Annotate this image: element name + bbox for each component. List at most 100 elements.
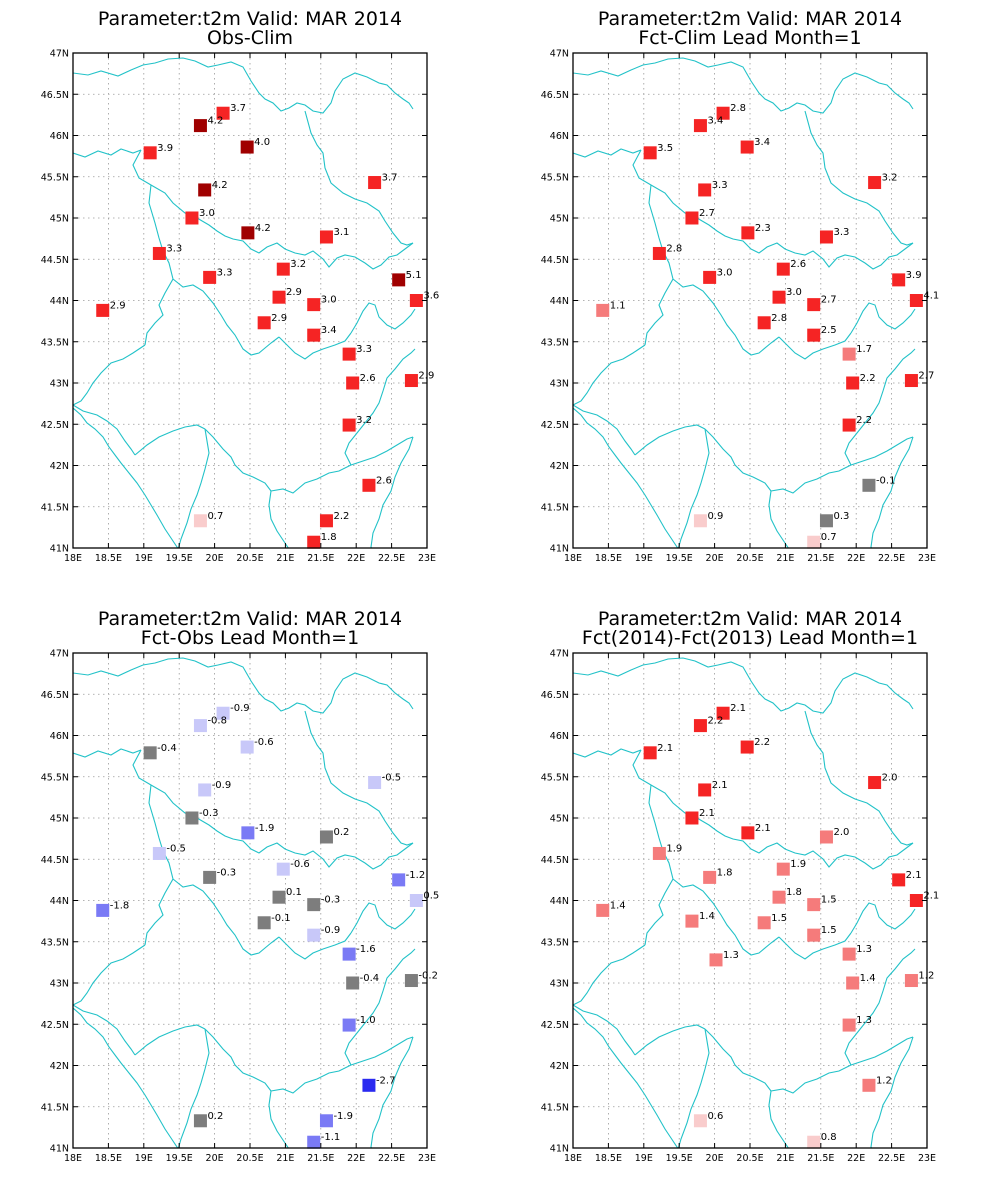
station-marker bbox=[319, 514, 333, 528]
station-marker bbox=[904, 974, 918, 988]
lat-tick-label: 44N bbox=[550, 296, 569, 307]
lat-tick-label: 46.5N bbox=[541, 90, 569, 101]
station-marker bbox=[703, 270, 717, 284]
lat-tick-label: 44.5N bbox=[541, 255, 569, 266]
lon-tick-label: 21.5E bbox=[807, 553, 834, 564]
lat-tick-label: 43N bbox=[50, 979, 69, 990]
station-marker bbox=[152, 846, 166, 860]
station-marker bbox=[342, 418, 356, 432]
station-marker bbox=[276, 862, 290, 876]
station-value-label: 3.0 bbox=[199, 208, 215, 219]
station-marker bbox=[319, 830, 333, 844]
lat-tick-label: 41N bbox=[50, 544, 69, 555]
station-value-label: 3.0 bbox=[717, 267, 733, 278]
axis-ticks: 18E 18.5E 19E 19.5E 20E 20.5E 21E 21.5E 22E 22.5E… bbox=[541, 649, 936, 1165]
border-lines bbox=[573, 657, 916, 1148]
lat-tick-label: 47N bbox=[50, 49, 69, 60]
station-marker bbox=[362, 478, 376, 492]
station-marker bbox=[757, 316, 771, 330]
station-value-label: 3.0 bbox=[786, 287, 802, 298]
stations: 2.12.22.22.12.02.12.12.1 2.01.91.91.8 2.11… bbox=[596, 703, 939, 1149]
station-value-label: 1.4 bbox=[860, 973, 876, 984]
station-marker bbox=[596, 303, 610, 317]
station-value-label: 0.3 bbox=[833, 511, 849, 522]
station-marker bbox=[307, 928, 321, 942]
station-value-label: -0.9 bbox=[230, 703, 250, 714]
lon-tick-label: 20.5E bbox=[236, 553, 263, 564]
station-value-label: -0.5 bbox=[166, 843, 186, 854]
station-value-label: 3.5 bbox=[657, 143, 673, 154]
station-value-label: 1.1 bbox=[610, 300, 626, 311]
station-value-label: 0.8 bbox=[821, 1132, 837, 1143]
grid-lines bbox=[73, 53, 427, 548]
lon-tick-label: 22E bbox=[847, 1153, 865, 1164]
station-value-label: -1.2 bbox=[406, 870, 426, 881]
lat-tick-label: 44.5N bbox=[541, 855, 569, 866]
station-marker bbox=[346, 376, 360, 390]
station-value-label: 2.3 bbox=[755, 223, 771, 234]
station-value-label: 3.2 bbox=[356, 415, 372, 426]
panel-title-line2: Fct-Obs Lead Month=1 bbox=[141, 627, 359, 649]
station-marker bbox=[342, 347, 356, 361]
station-marker bbox=[346, 976, 360, 990]
station-marker bbox=[909, 294, 923, 307]
station-marker bbox=[143, 146, 157, 160]
station-marker bbox=[319, 1114, 333, 1128]
lat-tick-label: 43N bbox=[550, 379, 569, 390]
lon-tick-label: 22E bbox=[347, 553, 365, 564]
lat-tick-label: 41.5N bbox=[541, 502, 569, 513]
station-value-label: 1.9 bbox=[666, 843, 682, 854]
panel-title-line1: Parameter:t2m Valid: MAR 2014 bbox=[598, 8, 902, 30]
station-value-label: 2.9 bbox=[110, 300, 126, 311]
lat-tick-label: 43.5N bbox=[41, 937, 69, 948]
station-marker bbox=[772, 290, 786, 304]
station-value-label: 4.2 bbox=[212, 180, 228, 191]
station-value-label: 3.2 bbox=[882, 173, 898, 184]
station-marker bbox=[709, 953, 723, 967]
station-marker bbox=[868, 776, 882, 790]
station-value-label: 2.6 bbox=[376, 475, 392, 486]
lon-tick-label: 21.5E bbox=[807, 1153, 834, 1164]
station-marker bbox=[807, 1135, 821, 1149]
station-marker bbox=[272, 890, 286, 904]
lat-tick-label: 42.5N bbox=[41, 420, 69, 431]
lat-tick-label: 43.5N bbox=[541, 937, 569, 948]
station-marker bbox=[716, 706, 730, 720]
station-marker bbox=[643, 146, 657, 160]
lon-tick-label: 20E bbox=[206, 1153, 224, 1164]
lon-tick-label: 22.5E bbox=[378, 553, 405, 564]
lat-tick-label: 45N bbox=[50, 214, 69, 225]
station-marker bbox=[807, 928, 821, 942]
station-value-label: -2.7 bbox=[376, 1075, 396, 1086]
lon-tick-label: 19E bbox=[135, 1153, 153, 1164]
station-marker bbox=[703, 870, 717, 884]
lat-tick-label: 41.5N bbox=[541, 1102, 569, 1113]
station-marker bbox=[143, 746, 157, 760]
station-value-label: 2.8 bbox=[730, 103, 746, 114]
station-value-label: -0.3 bbox=[321, 895, 341, 906]
lon-tick-label: 22E bbox=[847, 553, 865, 564]
lat-tick-label: 47N bbox=[550, 49, 569, 60]
station-value-label: 2.0 bbox=[882, 773, 898, 784]
stations: -0.9-0.8-0.6-0.4-0.5-0.9-0.3-1.9 0.2-0.5-… bbox=[96, 703, 439, 1149]
station-value-label: 4.2 bbox=[207, 116, 223, 127]
lat-tick-label: 44N bbox=[50, 896, 69, 907]
country-borders bbox=[73, 657, 416, 1148]
station-value-label: 4.2 bbox=[255, 223, 271, 234]
station-value-label: -0.6 bbox=[254, 737, 274, 748]
station-marker bbox=[807, 328, 821, 342]
station-marker bbox=[307, 328, 321, 342]
station-value-label: 3.7 bbox=[230, 103, 246, 114]
lat-tick-label: 46N bbox=[50, 731, 69, 742]
station-value-label: 1.3 bbox=[723, 950, 739, 961]
station-value-label: 1.9 bbox=[790, 859, 806, 870]
lon-tick-label: 19E bbox=[135, 553, 153, 564]
station-marker bbox=[203, 870, 217, 884]
station-marker bbox=[807, 298, 821, 312]
station-marker bbox=[716, 106, 730, 120]
station-marker bbox=[862, 1078, 876, 1092]
station-value-label: 3.4 bbox=[754, 137, 770, 148]
station-marker bbox=[392, 273, 406, 287]
